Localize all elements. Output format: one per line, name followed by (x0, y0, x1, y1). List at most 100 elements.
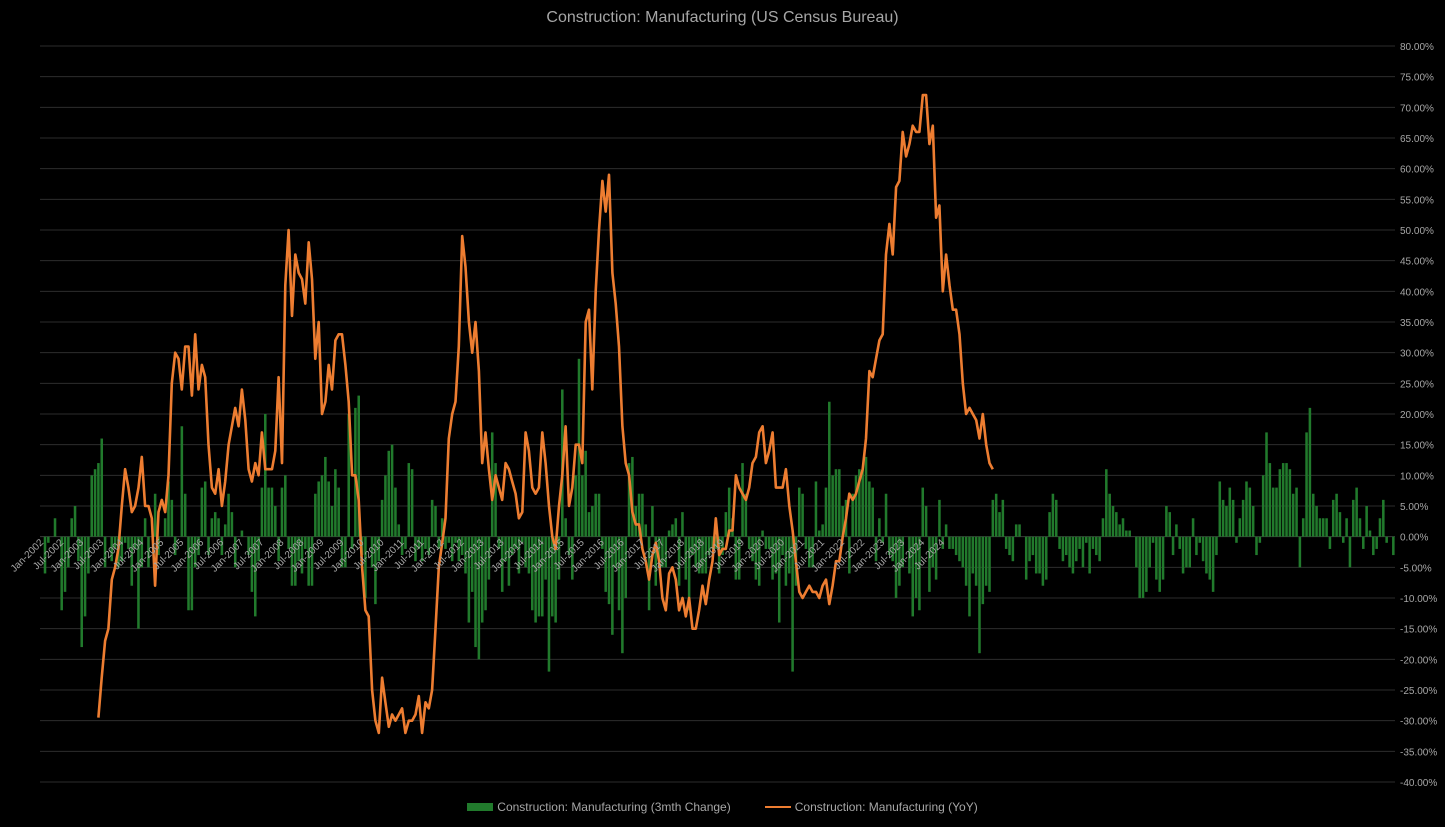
bar (183, 493, 187, 537)
bar (938, 499, 941, 537)
bar (1151, 536, 1155, 543)
bar (457, 536, 461, 562)
bar (978, 536, 981, 654)
bar (123, 536, 127, 543)
legend-swatch-line (764, 806, 791, 808)
bar (527, 536, 531, 574)
bar (537, 536, 541, 617)
bar (203, 481, 207, 537)
bar (187, 536, 190, 611)
bar (440, 518, 444, 537)
bar (991, 499, 995, 537)
bar (1385, 536, 1388, 543)
bar (951, 536, 955, 549)
bar (684, 536, 688, 580)
bar (153, 493, 157, 537)
bar (1111, 506, 1115, 537)
bar (824, 487, 828, 537)
line-series (97, 93, 994, 735)
y-tick-label: 45.00% (1400, 257, 1434, 268)
bar (931, 536, 935, 568)
bar (878, 518, 881, 537)
bar (641, 493, 644, 537)
bar (1241, 499, 1245, 537)
bar (267, 487, 270, 537)
bar (554, 536, 557, 623)
bar (227, 493, 230, 537)
bar (397, 524, 401, 537)
bar (811, 536, 814, 568)
bar (744, 493, 748, 537)
bar (297, 536, 300, 562)
bar (591, 506, 594, 537)
bar (210, 518, 214, 537)
bar (1221, 499, 1225, 537)
bar (574, 475, 577, 537)
bar (1044, 536, 1048, 580)
bar (597, 493, 601, 537)
bar (1288, 469, 1292, 537)
bar (294, 536, 297, 586)
bar (384, 475, 387, 537)
legend-label-line: Construction: Manufacturing (YoY) (794, 800, 978, 814)
y-tick-label: 55.00% (1400, 195, 1434, 206)
bar (697, 536, 701, 574)
bar (1034, 536, 1038, 574)
bar (1158, 536, 1161, 592)
legend-item-line[interactable]: Construction: Manufacturing (YoY) (764, 800, 978, 814)
bar (984, 536, 988, 586)
bar (217, 518, 220, 537)
bar (120, 536, 124, 562)
bar (661, 536, 664, 568)
y-tick-label: 75.00% (1400, 73, 1434, 84)
bar (1342, 536, 1345, 543)
bar (1148, 536, 1151, 568)
bar (704, 536, 708, 574)
bar (270, 487, 274, 537)
bar (1008, 536, 1011, 556)
y-tick-label: 80.00% (1400, 42, 1434, 53)
bar (1335, 493, 1338, 537)
legend-item-bars[interactable]: Construction: Manufacturing (3mth Change… (467, 800, 731, 814)
bar (1161, 536, 1165, 580)
bar (1118, 524, 1121, 537)
bar (1375, 536, 1378, 549)
chart-title: Construction: Manufacturing (US Census B… (546, 9, 899, 26)
bar (480, 536, 484, 623)
bar (1305, 432, 1308, 537)
bar (1291, 493, 1295, 537)
bar (524, 536, 527, 568)
bar (774, 536, 778, 574)
bar (444, 536, 447, 549)
bar (53, 518, 57, 537)
y-tick-label: 10.00% (1400, 471, 1434, 482)
bar (781, 536, 784, 556)
bar-series (43, 358, 1395, 672)
bar (63, 536, 67, 592)
bar (113, 536, 117, 549)
bar (1098, 536, 1101, 562)
bar (858, 469, 861, 537)
bar (1051, 493, 1055, 537)
y-tick-label: -10.00% (1400, 594, 1437, 605)
bar (1041, 536, 1045, 586)
bar (347, 414, 350, 537)
bar (300, 536, 304, 574)
bar (223, 524, 227, 537)
bar (73, 506, 77, 537)
bar (908, 536, 911, 574)
bar (454, 536, 457, 543)
bar (818, 530, 821, 537)
bar (1215, 536, 1218, 556)
bar (1372, 536, 1375, 556)
bar (594, 493, 597, 537)
bar (464, 536, 467, 574)
bar (567, 536, 571, 556)
bar (557, 536, 561, 580)
bar (751, 536, 754, 562)
bar (1268, 463, 1272, 537)
bar (420, 536, 424, 562)
bar (143, 518, 147, 537)
y-tick-label: 30.00% (1400, 349, 1434, 360)
